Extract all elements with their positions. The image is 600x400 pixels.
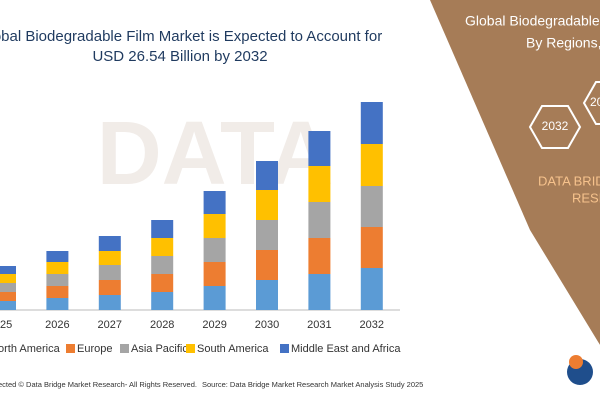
x-tick-label: 2031	[307, 319, 331, 331]
side-panel	[430, 0, 600, 345]
hex-label: 2032	[542, 119, 569, 133]
bar-segment	[256, 220, 278, 250]
legend-swatch	[280, 344, 289, 353]
hexagon	[582, 81, 600, 125]
legend-label: South America	[197, 343, 269, 355]
bar-segment	[151, 256, 174, 274]
bar-segment	[98, 295, 121, 310]
bar-segment	[151, 274, 174, 292]
bar-segment	[203, 214, 226, 238]
legend-swatch	[120, 344, 129, 353]
x-tick-label: 2030	[255, 319, 279, 331]
bar-segment	[46, 298, 69, 310]
bar-segment	[151, 220, 174, 238]
panel-title: Global Biodegradable	[465, 13, 600, 29]
panel-title: By Regions,	[526, 35, 600, 51]
hex-label: 20	[590, 95, 600, 109]
bar-segment	[0, 274, 16, 283]
bar-segment	[98, 265, 121, 280]
bar-segment	[308, 274, 331, 310]
logo	[569, 355, 583, 369]
bar-segment	[203, 262, 226, 286]
bar-segment	[308, 131, 331, 166]
x-tick-label: 2032	[360, 319, 384, 331]
bar-segment	[46, 274, 69, 286]
bar-segment	[360, 144, 383, 186]
legend-label: Europe	[77, 343, 112, 355]
x-tick-label: 2029	[202, 319, 226, 331]
bar-segment	[360, 102, 383, 144]
legend-swatch	[66, 344, 75, 353]
bar-segment	[360, 186, 383, 227]
bar-segment	[0, 292, 16, 301]
bar-segment	[151, 238, 174, 256]
bar-segment	[256, 190, 278, 220]
legend-label: orth America	[0, 343, 61, 355]
bar-segment	[0, 283, 16, 292]
chart-title: Global Biodegradable Film Market is Expe…	[0, 28, 382, 45]
brand-text: RESE	[572, 190, 600, 205]
chart-subtitle: USD 26.54 Billion by 2032	[92, 48, 267, 65]
legend-label: Middle East and Africa	[291, 343, 401, 355]
footer: Source: Data Bridge Market Research Mark…	[202, 380, 423, 389]
x-tick-label: 2028	[150, 319, 174, 331]
legend-label: Asia Pacific	[131, 343, 188, 355]
watermark: DATA	[97, 104, 334, 204]
bar-segment	[46, 251, 69, 262]
footer: ected © Data Bridge Market Research- All…	[0, 380, 197, 389]
bar-segment	[203, 286, 226, 310]
bar-segment	[203, 238, 226, 262]
bar-segment	[46, 286, 69, 298]
bar-segment	[360, 227, 383, 268]
bar-segment	[98, 280, 121, 295]
bar-segment	[308, 202, 331, 238]
bar-segment	[98, 236, 121, 251]
bar-segment	[151, 292, 174, 310]
bar-segment	[256, 250, 278, 280]
bar-segment	[308, 166, 331, 202]
x-tick-label: 2026	[45, 319, 69, 331]
bar-segment	[256, 280, 278, 310]
x-tick-label: 25	[0, 319, 12, 331]
bar-segment	[0, 266, 16, 274]
bar-segment	[203, 191, 226, 214]
legend-swatch	[186, 344, 195, 353]
bar-segment	[0, 301, 16, 310]
bar-segment	[46, 262, 69, 274]
bar-segment	[360, 268, 383, 310]
bar-segment	[98, 251, 121, 265]
x-tick-label: 2027	[98, 319, 122, 331]
bar-segment	[256, 161, 278, 190]
bar-segment	[308, 238, 331, 274]
hexagon	[528, 105, 582, 149]
brand-text: DATA BRID	[538, 173, 600, 188]
